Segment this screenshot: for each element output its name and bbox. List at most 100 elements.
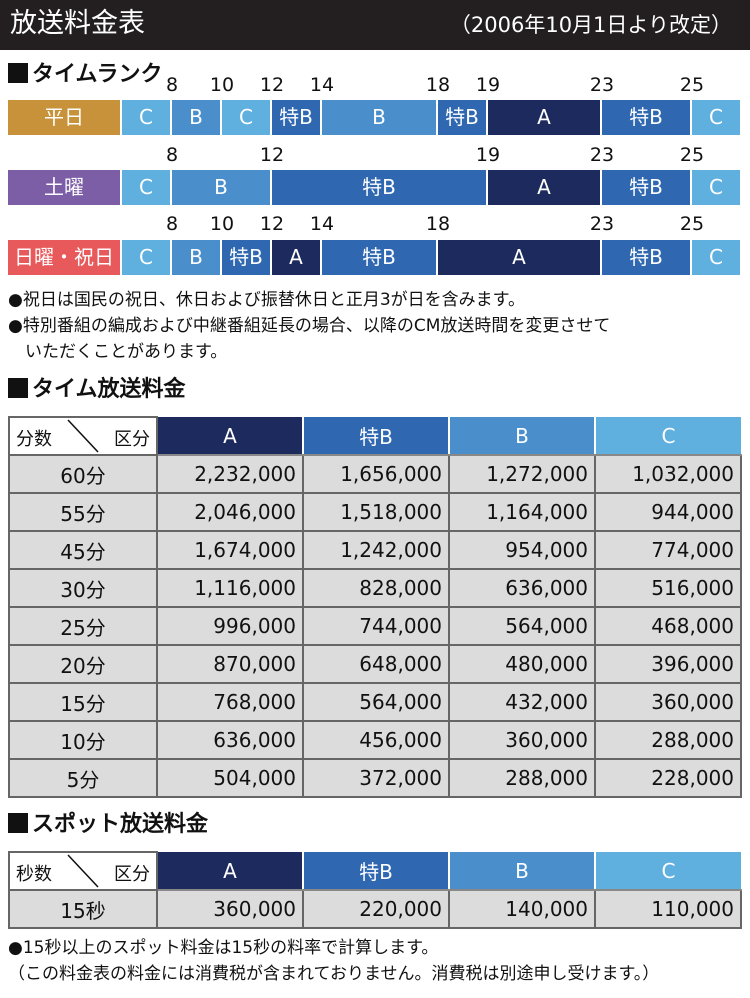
table-row: 55分 2,046,000 1,518,000 1,164,000 944,000 xyxy=(8,492,742,532)
square-bullet-icon xyxy=(8,63,28,83)
rate-cell: 2,046,000 xyxy=(156,492,304,532)
rate-cell: 372,000 xyxy=(302,758,450,798)
rank-segment: A xyxy=(488,100,602,135)
rate-cell: 1,116,000 xyxy=(156,568,304,608)
rate-cell: 516,000 xyxy=(594,568,742,608)
rate-cell: 636,000 xyxy=(448,568,596,608)
rank-segment: C xyxy=(122,170,172,205)
hour-label: 25 xyxy=(679,74,705,96)
rate-cell: 480,000 xyxy=(448,644,596,684)
rate-cell: 744,000 xyxy=(302,606,450,646)
rate-cell: 110,000 xyxy=(594,889,742,929)
rate-cell: 1,032,000 xyxy=(594,454,742,494)
revision-date: （2006年10月1日より改定） xyxy=(449,13,732,37)
schedule-change-note-cont: いただくことがあります。 xyxy=(8,342,228,362)
table-row: 45分 1,674,000 1,242,000 954,000 774,000 xyxy=(8,530,742,570)
table-row: 20分 870,000 648,000 480,000 396,000 xyxy=(8,644,742,684)
column-axis-label: 区分 xyxy=(114,429,150,450)
hour-label: 23 xyxy=(589,74,615,96)
spot-note: ●15秒以上のスポット料金は15秒の料率で計算します。 xyxy=(8,938,439,958)
rate-cell: 648,000 xyxy=(302,644,450,684)
rank-segment: 特B xyxy=(322,240,438,275)
tax-note: （この料金表の料金には消費税が含まれておりません。消費税は別途申し受けます。） xyxy=(8,964,660,984)
hour-label: 10 xyxy=(209,74,235,96)
row-header: 10分 xyxy=(8,720,158,760)
rate-cell: 360,000 xyxy=(594,682,742,722)
rate-cell: 220,000 xyxy=(302,889,450,929)
hour-label: 19 xyxy=(475,74,501,96)
rate-cell: 564,000 xyxy=(302,682,450,722)
hour-label: 18 xyxy=(425,213,451,235)
rank-segment: B xyxy=(172,240,222,275)
hour-label: 8 xyxy=(165,74,179,96)
table-row: 15分 768,000 564,000 432,000 360,000 xyxy=(8,682,742,722)
table-row: 30分 1,116,000 828,000 636,000 516,000 xyxy=(8,568,742,608)
rank-segment: 特B xyxy=(602,100,692,135)
hour-label: 12 xyxy=(259,213,285,235)
hour-label: 23 xyxy=(589,213,615,235)
corner-header: 秒数 区分 xyxy=(8,851,158,891)
hour-label: 10 xyxy=(209,213,235,235)
column-axis-label: 区分 xyxy=(114,864,150,885)
rank-segment: B xyxy=(172,100,222,135)
rank-segment: C xyxy=(122,240,172,275)
spot-rates-heading: スポット放送料金 xyxy=(8,810,208,840)
row-axis-label: 秒数 xyxy=(16,864,52,885)
rate-cell: 1,656,000 xyxy=(302,454,450,494)
rank-segment: 特B xyxy=(438,100,488,135)
row-header: 30分 xyxy=(8,568,158,608)
hour-label: 25 xyxy=(679,213,705,235)
page-header: 放送料金表 （2006年10月1日より改定） xyxy=(0,0,750,50)
column-header: C xyxy=(594,852,741,891)
column-header: B xyxy=(448,417,595,456)
rate-cell: 564,000 xyxy=(448,606,596,646)
column-header: A xyxy=(156,852,303,891)
diagonal-divider xyxy=(67,419,99,453)
rate-cell: 1,518,000 xyxy=(302,492,450,532)
rate-cell: 360,000 xyxy=(448,720,596,760)
hour-label: 12 xyxy=(259,74,285,96)
row-header: 15秒 xyxy=(8,889,158,929)
table-row: 60分 2,232,000 1,656,000 1,272,000 1,032,000 xyxy=(8,454,742,494)
corner-header: 分数 区分 xyxy=(8,416,158,456)
hour-label: 23 xyxy=(589,144,615,166)
rank-segment: A xyxy=(488,170,602,205)
rank-segment: 特B xyxy=(222,240,272,275)
table-header-row: 分数 区分 A 特B B C xyxy=(8,416,741,456)
hour-label: 14 xyxy=(309,74,335,96)
rate-cell: 468,000 xyxy=(594,606,742,646)
rate-cell: 396,000 xyxy=(594,644,742,684)
rate-cell: 828,000 xyxy=(302,568,450,608)
rank-segment: C xyxy=(222,100,272,135)
table-row: 15秒 360,000 220,000 140,000 110,000 xyxy=(8,889,742,929)
column-header: B xyxy=(448,852,595,891)
day-type-label: 日曜・祝日 xyxy=(8,240,120,275)
spot-rates-table: 秒数 区分 A 特B B C 15秒 360,000 220,000 140,000 110,000 xyxy=(8,851,742,929)
row-header: 55分 xyxy=(8,492,158,532)
rate-cell: 2,232,000 xyxy=(156,454,304,494)
rate-cell: 360,000 xyxy=(156,889,304,929)
rank-segment: 特B xyxy=(602,170,692,205)
hour-label: 25 xyxy=(679,144,705,166)
column-header: A xyxy=(156,417,303,456)
hour-label: 18 xyxy=(425,74,451,96)
day-type-label: 土曜 xyxy=(8,170,120,205)
holiday-note: ●祝日は国民の祝日、休日および振替休日と正月3が日を含みます。 xyxy=(8,290,525,310)
rate-cell: 456,000 xyxy=(302,720,450,760)
rank-segment: C xyxy=(122,100,172,135)
hour-label: 14 xyxy=(309,213,335,235)
row-axis-label: 分数 xyxy=(16,429,52,450)
rank-segment: A xyxy=(438,240,602,275)
hour-label: 12 xyxy=(259,144,285,166)
rank-segment: B xyxy=(172,170,272,205)
rate-cell: 288,000 xyxy=(594,720,742,760)
rate-cell: 870,000 xyxy=(156,644,304,684)
table-row: 25分 996,000 744,000 564,000 468,000 xyxy=(8,606,742,646)
page-title: 放送料金表 xyxy=(10,8,145,39)
rate-cell: 288,000 xyxy=(448,758,596,798)
row-header: 45分 xyxy=(8,530,158,570)
rate-cell: 954,000 xyxy=(448,530,596,570)
column-header: 特B xyxy=(302,852,449,891)
row-header: 20分 xyxy=(8,644,158,684)
hour-label: 8 xyxy=(165,144,179,166)
